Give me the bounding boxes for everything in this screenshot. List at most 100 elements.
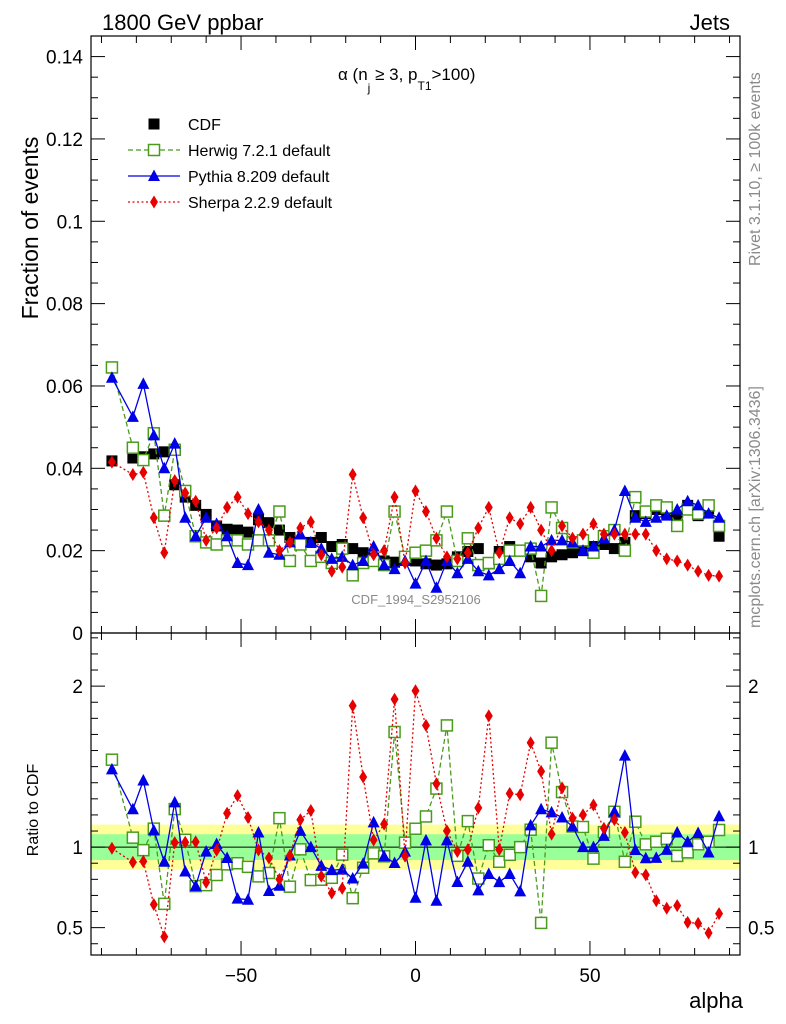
main-pythia-point <box>514 566 527 579</box>
main-sherpa-point <box>233 490 242 504</box>
ratio-pythia-point <box>200 845 213 857</box>
main-herwig-point <box>273 505 286 518</box>
ratio-sherpa-point <box>484 709 493 723</box>
ratio-pythia-point <box>105 762 118 775</box>
header-left: 1800 GeV ppbar <box>102 10 263 35</box>
main-y-tick-label: 0.02 <box>46 542 83 563</box>
ratio-pythia-point <box>242 893 255 905</box>
ratio-pythia-point <box>325 863 338 876</box>
main-series-layer <box>105 361 726 603</box>
legend-herwig-label: Herwig 7.2.1 default <box>188 143 331 160</box>
main-sherpa-point <box>694 564 703 578</box>
main-sherpa-point <box>296 521 305 535</box>
ratio-pythia-point <box>137 774 150 786</box>
main-sherpa-point <box>244 507 253 521</box>
main-cdf-point <box>525 551 537 563</box>
ratio-sherpa-point <box>495 843 504 857</box>
main-pythia-point <box>346 558 359 571</box>
main-pythia-point <box>378 558 391 571</box>
main-pythia-point <box>650 511 663 523</box>
ratio-pythia-point <box>336 863 349 875</box>
side-label-rivet: Rivet 3.1.10, ≥ 100k events <box>747 72 764 266</box>
ratio-sherpa-point <box>128 855 137 869</box>
ratio-pythia-point <box>262 884 275 896</box>
main-pythia-point <box>221 529 234 542</box>
ratio-sherpa-point <box>568 811 577 825</box>
main-pythia-point <box>419 554 432 566</box>
main-pythia-point <box>556 533 569 546</box>
main-sherpa-point <box>474 521 483 535</box>
ratio-sherpa-point <box>390 692 399 706</box>
main-sherpa-point <box>181 486 190 500</box>
main-cdf-point <box>315 531 327 543</box>
ratio-pythia-point <box>315 859 328 871</box>
ratio-herwig-point <box>388 725 401 739</box>
main-pythia-point <box>702 507 715 519</box>
main-pythia-point <box>336 550 349 562</box>
ratio-herwig-point <box>440 719 454 732</box>
ratio-herwig-point <box>346 891 359 905</box>
ratio-y-tick-label-right: 0.5 <box>748 919 774 940</box>
main-sherpa-point <box>411 484 420 498</box>
plot-title-mid: ≥ 3, p <box>370 65 417 84</box>
ratio-sherpa-point <box>442 824 451 838</box>
ratio-pythia-point <box>608 805 621 817</box>
main-pythia-point <box>535 540 548 552</box>
main-herwig-point <box>126 441 140 454</box>
main-sherpa-point <box>558 519 567 533</box>
ratio-sherpa-point <box>610 813 619 827</box>
main-herwig-point <box>231 534 244 547</box>
legend-sherpa-marker <box>150 195 158 209</box>
ratio-herwig-point <box>241 860 255 874</box>
ratio-pythia-point <box>388 856 401 869</box>
main-sherpa-point <box>306 515 315 529</box>
ratio-herwig-point <box>587 852 600 865</box>
main-herwig-point <box>283 554 297 568</box>
main-cdf-point <box>535 557 547 569</box>
ratio-sherpa-point <box>327 886 336 900</box>
ratio-sherpa-point <box>348 699 357 713</box>
main-pythia-point <box>262 546 275 558</box>
main-sherpa-point <box>505 511 514 525</box>
main-ylabel: Fraction of events <box>17 137 43 320</box>
main-pythia-point <box>179 511 192 523</box>
plot-title: α (nj ≥ 3, pT1>100) <box>338 65 475 95</box>
ratio-pythia-point <box>231 892 244 904</box>
main-pythia-point <box>524 540 537 552</box>
main-pythia-point <box>639 515 652 527</box>
ratio-pythia-point <box>168 795 181 808</box>
main-y-tick-label: 0.1 <box>57 212 83 233</box>
main-sherpa-point <box>683 558 692 572</box>
main-pythia-point <box>304 535 317 548</box>
ratio-pythia-point <box>493 875 506 888</box>
ratio-pythia-point <box>650 851 663 863</box>
ratio-sherpa-point <box>463 843 472 857</box>
ratio-y-tick-label: 0.5 <box>57 919 83 940</box>
ratio-pythia-point <box>566 819 579 832</box>
ratio-pythia-point <box>430 894 443 906</box>
main-pythia-point <box>105 371 118 383</box>
main-herwig-point <box>618 544 632 557</box>
ratio-sherpa-point <box>160 930 169 944</box>
main-herwig-point <box>670 519 684 533</box>
ratio-herwig-point <box>650 835 663 849</box>
main-herwig-point <box>304 554 318 568</box>
ratio-herwig-point <box>545 736 558 749</box>
ratio-herwig-point <box>126 831 140 844</box>
ratio-sherpa-point <box>359 770 368 784</box>
ratio-sherpa-line <box>111 690 720 937</box>
ratio-pythia-point <box>221 851 234 863</box>
main-pythia-point <box>367 540 380 552</box>
main-sherpa-line <box>111 461 720 577</box>
main-pythia-point <box>388 562 401 575</box>
main-pythia-point <box>472 564 485 577</box>
main-cdf-point <box>619 536 631 548</box>
main-sherpa-point <box>568 531 577 545</box>
main-sherpa-point <box>139 465 148 479</box>
legend-pythia-marker <box>148 169 160 181</box>
plot-title-sub2: T1 <box>417 79 431 93</box>
ratio-pythia-point <box>618 749 631 761</box>
plot-title-main: α (n <box>338 65 368 84</box>
ratio-pythia-point <box>472 883 485 896</box>
main-pythia-point <box>168 437 181 449</box>
